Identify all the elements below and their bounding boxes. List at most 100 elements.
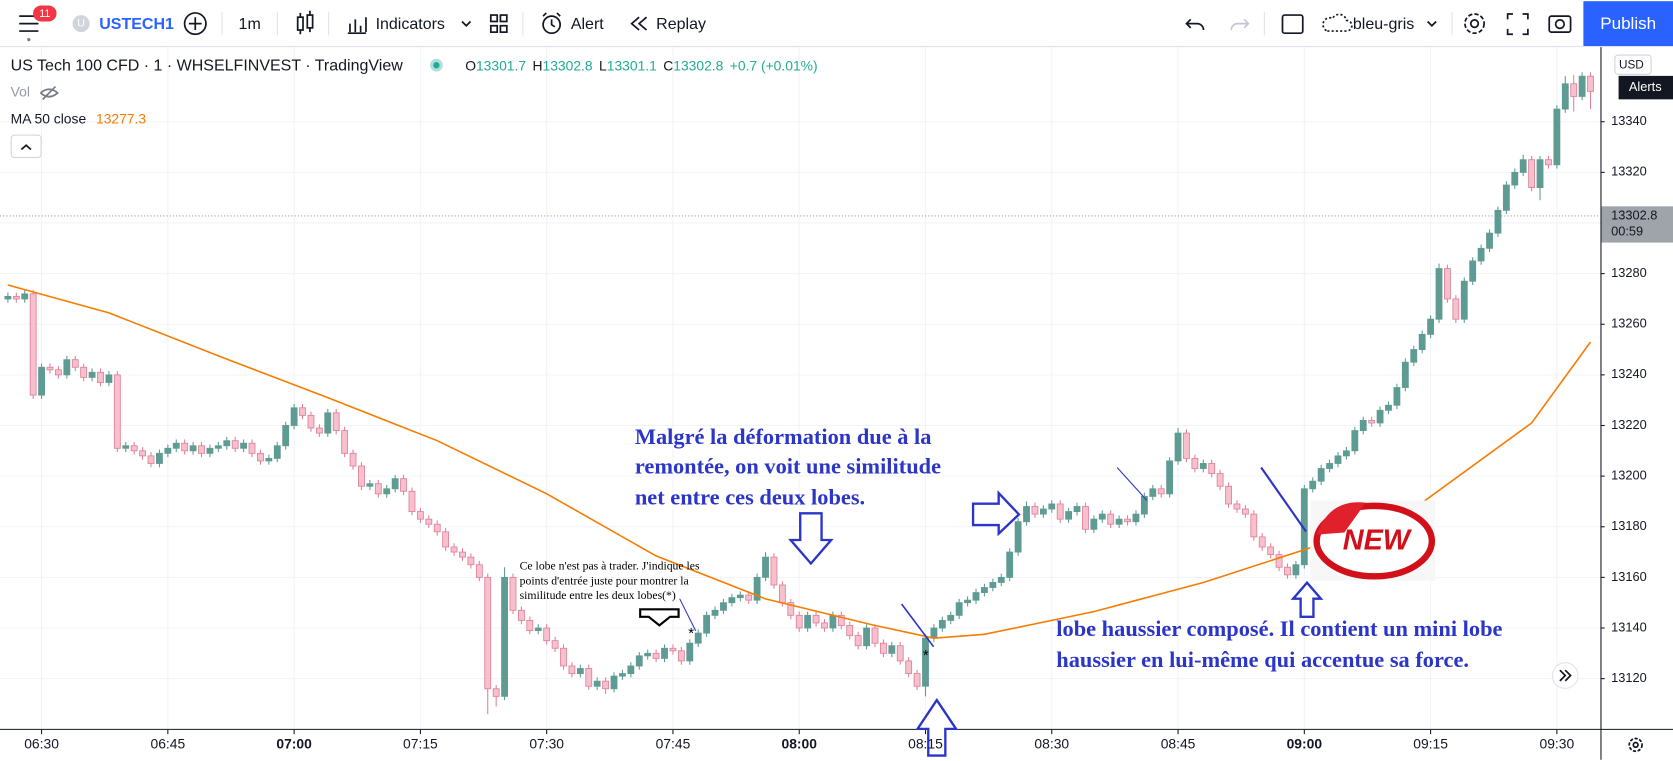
menu-button[interactable] [19, 15, 39, 42]
candle-body [433, 523, 441, 533]
candle-body [585, 668, 593, 687]
candle-body [139, 450, 147, 457]
candle-body [282, 425, 290, 447]
candle-body [1065, 511, 1073, 520]
ohlc-key: O [465, 57, 476, 73]
candle-body [1199, 463, 1207, 469]
candle-body [1401, 361, 1409, 388]
candle-body [1326, 463, 1333, 469]
candle-body [1528, 159, 1536, 188]
screenshot[interactable] [1548, 15, 1572, 33]
candle-body [206, 447, 214, 454]
y-tick-label: 13280 [1611, 265, 1647, 280]
currency-select[interactable] [1614, 54, 1652, 75]
candle-body [366, 483, 374, 487]
candle-body [1014, 521, 1022, 553]
candle-body [475, 564, 483, 578]
alert-icon [542, 12, 562, 35]
ohlc-value: 13301.7 [476, 57, 526, 73]
x-tick-label: 08:45 [1161, 736, 1196, 752]
candle-body [947, 614, 955, 621]
y-tick-label: 13340 [1611, 113, 1647, 128]
candle-body [568, 665, 576, 674]
small-down-arrow [639, 608, 680, 627]
candle-body [619, 673, 626, 677]
x-tick-label: 07:00 [276, 736, 312, 752]
candle-body [450, 546, 458, 553]
candle-body [1342, 450, 1350, 457]
candle-body [955, 602, 963, 616]
candle-body [728, 597, 736, 604]
candle-body [778, 584, 786, 604]
candle-body [1208, 463, 1216, 475]
candle-body [54, 369, 62, 376]
chevron[interactable] [1426, 20, 1437, 27]
candle-body [989, 582, 997, 588]
y-tick-label: 13160 [1611, 569, 1647, 584]
indicators[interactable]: Indicators [376, 16, 445, 33]
layout-name[interactable]: bleu-gris [1353, 16, 1414, 33]
candle-body [501, 576, 508, 697]
candle-body [1561, 83, 1569, 110]
candle-body [63, 359, 71, 376]
candle-body [46, 366, 54, 371]
symbol[interactable]: USTECH1 [99, 16, 174, 33]
candle-body [1048, 503, 1056, 510]
candle-body [837, 614, 845, 626]
templates[interactable] [489, 14, 508, 33]
chevron[interactable] [461, 20, 472, 27]
y-tick-label: 13260 [1611, 316, 1647, 331]
annotation-main: net entre ces deux lobes. [635, 485, 865, 510]
alerts-tab[interactable] [1618, 75, 1673, 100]
interval[interactable]: 1m [239, 16, 261, 33]
candle-body [753, 576, 761, 601]
candle-body [1317, 468, 1325, 482]
undo[interactable] [1185, 18, 1205, 31]
hidden-icon[interactable] [39, 85, 59, 100]
candle-body [1486, 232, 1493, 249]
candle-body [1519, 159, 1527, 173]
candle-body [358, 465, 365, 487]
notification-badge [33, 5, 57, 22]
redo[interactable] [1230, 18, 1250, 31]
annotation-note: points d'entrée juste pour montrer la [520, 574, 690, 587]
x-tick-label: 09:15 [1413, 736, 1448, 752]
candle-body [1477, 247, 1485, 262]
candle-body [829, 614, 837, 629]
ohlc-key: L [599, 57, 607, 73]
candle-body [913, 673, 921, 687]
vol-label: Vol [11, 84, 30, 100]
candle-body [1418, 333, 1426, 350]
candle-body [38, 366, 45, 396]
fullscreen[interactable] [1506, 13, 1529, 36]
candle-body [576, 668, 584, 674]
candle-body [661, 647, 668, 659]
candle-body [795, 614, 803, 629]
layout-select[interactable] [1281, 14, 1304, 35]
candle-body [1258, 536, 1266, 548]
candle-body [1351, 430, 1359, 452]
candle-body [29, 293, 37, 396]
candle-body [248, 442, 256, 454]
chart-type[interactable] [296, 10, 314, 35]
candle-body [1300, 488, 1308, 566]
ohlc-value: 13302.8 [673, 57, 723, 73]
ohlc-key: H [532, 57, 542, 73]
x-tick-label: 07:30 [529, 736, 564, 752]
axis-settings[interactable] [1628, 737, 1643, 753]
candle-body [1039, 508, 1047, 515]
alerts-tab-label[interactable]: Alerts [1629, 79, 1662, 94]
settings[interactable] [1464, 13, 1486, 35]
replay[interactable]: Replay [656, 16, 706, 33]
ma-value: 13277.3 [96, 110, 146, 126]
candle-body [1275, 554, 1283, 568]
publish-button[interactable] [1583, 1, 1673, 47]
badge-text: NEW [1343, 525, 1413, 557]
candle-body [1385, 404, 1392, 411]
add-symbol[interactable] [183, 12, 207, 36]
currency[interactable]: USD [1619, 58, 1644, 71]
candle-body [1444, 268, 1451, 300]
publish-label[interactable]: Publish [1600, 14, 1656, 33]
alert[interactable]: Alert [571, 16, 604, 33]
